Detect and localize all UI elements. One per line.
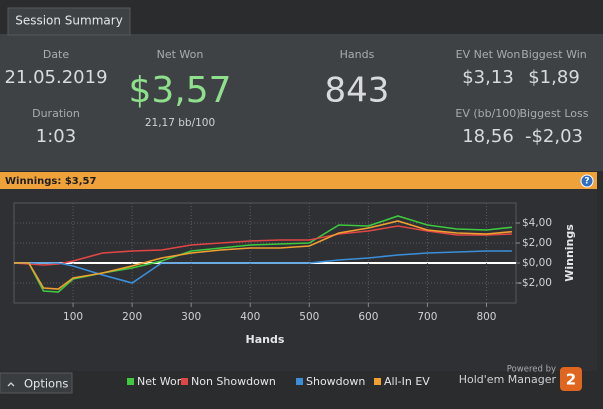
- stat-label: Date: [43, 48, 70, 61]
- banner-text: Winnings: $3,57: [5, 176, 97, 187]
- stat-value: 21.05.2019: [4, 67, 107, 88]
- options-caret[interactable]: [7, 382, 15, 387]
- stat-label: Net Won: [157, 48, 204, 61]
- x-tick-label: 100: [63, 311, 83, 323]
- legend-label: Net Won: [137, 375, 184, 388]
- stat-value: $1,89: [528, 67, 580, 88]
- x-tick-label: 800: [476, 311, 496, 323]
- stat-label: Duration: [32, 107, 80, 120]
- y-axis-label: Winnings: [563, 224, 576, 282]
- x-tick-label: 700: [417, 311, 437, 323]
- stat-label: EV Net Won: [456, 48, 521, 61]
- x-tick-label: 200: [122, 311, 142, 323]
- x-tick-label: 400: [240, 311, 260, 323]
- x-tick-label: 300: [181, 311, 201, 323]
- brand-badge: [560, 367, 582, 391]
- legend-label: All-In EV: [384, 375, 430, 388]
- stat-value: -$2,03: [525, 126, 583, 147]
- stat-label: Biggest Win: [521, 48, 587, 61]
- help-icon-text[interactable]: ?: [584, 177, 589, 187]
- winnings-banner: [0, 172, 597, 189]
- x-tick-label: 600: [358, 311, 378, 323]
- y-tick-label: $0,00: [522, 257, 552, 269]
- stat-value: 18,56: [462, 126, 514, 147]
- tab[interactable]: [7, 7, 131, 36]
- net-won-value: $3,57: [128, 70, 231, 111]
- powered-by: Powered by: [507, 365, 556, 375]
- legend-swatch: [181, 378, 188, 385]
- brand: Hold'em Manager: [459, 373, 557, 386]
- stat-label: Biggest Loss: [519, 107, 588, 120]
- legend-swatch: [296, 378, 303, 385]
- options-label[interactable]: Options: [24, 377, 68, 391]
- plot-area: [13, 202, 517, 304]
- y-tick-label: $4,00: [522, 217, 552, 229]
- legend-swatch: [374, 378, 381, 385]
- series-line: [14, 220, 512, 290]
- stat-value: $3,13: [462, 67, 514, 88]
- stat-value: 1:03: [36, 126, 76, 147]
- hands-value: 843: [325, 71, 390, 111]
- series-line: [14, 215, 512, 293]
- legend-swatch: [127, 378, 134, 385]
- stats-panel: [0, 34, 603, 171]
- legend-label: Showdown: [306, 375, 365, 388]
- chart-panel: [0, 189, 597, 371]
- net-won-bb: 21,17 bb/100: [145, 117, 215, 129]
- stat-label: Hands: [340, 48, 375, 61]
- help-icon[interactable]: [580, 174, 594, 188]
- options-button[interactable]: [0, 372, 73, 394]
- series-line: [14, 250, 512, 284]
- legend-label: Non Showdown: [191, 375, 276, 388]
- x-axis-label: Hands: [246, 333, 285, 346]
- y-tick-label: -$2,00: [518, 277, 552, 289]
- stat-label: EV (bb/100): [455, 107, 520, 120]
- y-tick-label: $2,00: [522, 237, 552, 249]
- x-tick-label: 500: [299, 311, 319, 323]
- brand-badge-text: 2: [566, 371, 576, 389]
- tab-label[interactable]: Session Summary: [15, 14, 123, 28]
